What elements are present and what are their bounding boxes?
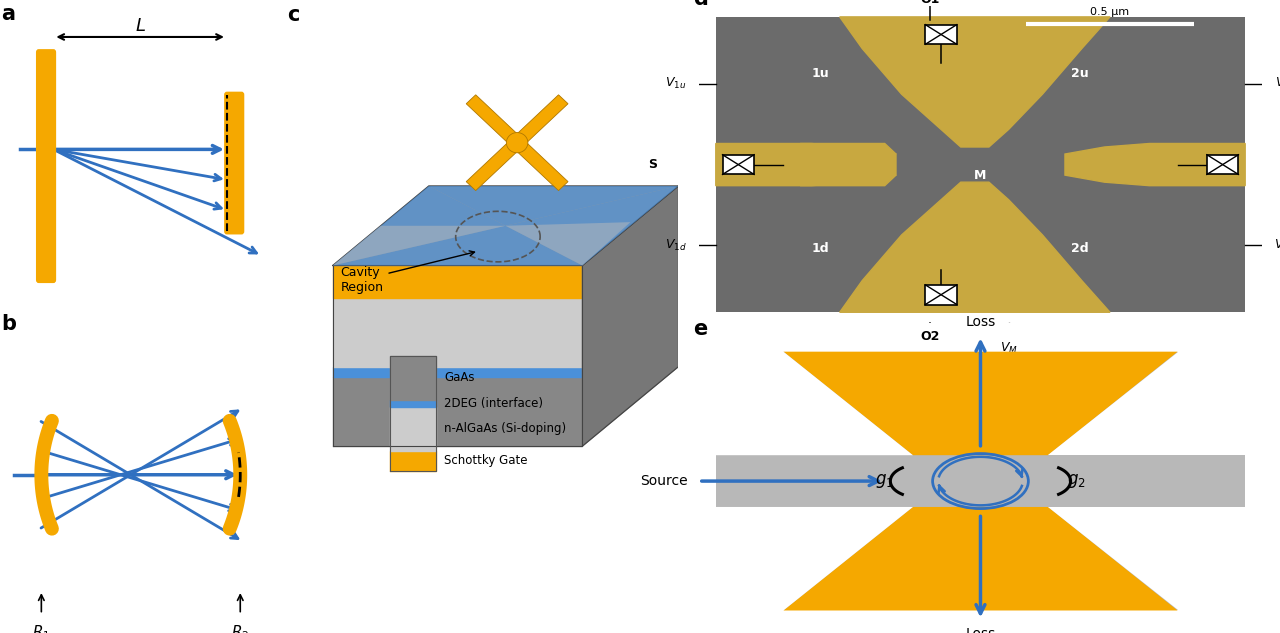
Text: c: c [287,6,300,25]
Text: $V_M$: $V_M$ [1000,341,1018,356]
Bar [722,154,754,175]
Text: $L$: $L$ [134,17,146,35]
Text: $V_{1d}$: $V_{1d}$ [666,238,687,253]
Text: $g_2$: $g_2$ [1066,472,1085,490]
Polygon shape [783,352,1178,455]
Polygon shape [333,265,582,298]
Bar [1207,154,1239,175]
Polygon shape [582,186,678,446]
Text: $R_2$: $R_2$ [232,624,250,633]
Text: $V_{2d}$: $V_{2d}$ [1274,238,1280,253]
Polygon shape [390,451,436,472]
Text: n-AlGaAs (Si-doping): n-AlGaAs (Si-doping) [444,422,566,435]
Polygon shape [840,182,1110,312]
Text: a: a [1,4,15,23]
Polygon shape [800,175,896,185]
Bar [925,285,957,304]
FancyBboxPatch shape [36,49,56,283]
Text: 2u: 2u [1070,66,1088,80]
Text: Loss: Loss [965,315,996,329]
Text: 0.5 μm: 0.5 μm [1091,7,1129,17]
Polygon shape [1048,352,1245,455]
Polygon shape [429,186,678,226]
Polygon shape [840,17,1110,147]
Polygon shape [333,186,678,265]
Polygon shape [716,144,896,185]
Polygon shape [390,356,436,399]
Text: M: M [974,168,987,182]
Polygon shape [466,138,522,191]
Text: GaAs: GaAs [444,371,475,384]
Bar [716,352,1245,610]
Text: 2d: 2d [1070,242,1088,256]
Polygon shape [506,186,678,265]
Polygon shape [512,138,568,191]
Polygon shape [333,226,582,265]
FancyBboxPatch shape [224,92,244,234]
Text: b: b [1,314,17,334]
Polygon shape [333,186,506,265]
Polygon shape [506,222,631,265]
Polygon shape [333,367,582,377]
Text: O2: O2 [920,330,940,344]
Text: Schottky Gate: Schottky Gate [444,454,527,467]
Text: O1: O1 [920,0,940,6]
Polygon shape [800,144,896,154]
Polygon shape [1065,144,1245,185]
Polygon shape [1048,507,1245,610]
Polygon shape [390,399,436,406]
Text: Cavity
Region: Cavity Region [340,251,475,294]
Polygon shape [333,377,582,446]
Polygon shape [390,406,436,451]
Polygon shape [716,352,913,455]
Polygon shape [512,95,568,147]
Polygon shape [716,507,913,610]
Text: $V_{2u}$: $V_{2u}$ [1275,76,1280,91]
Polygon shape [466,95,522,147]
Polygon shape [333,298,582,367]
Text: d: d [694,0,708,9]
Polygon shape [783,507,1178,610]
Text: Source: Source [640,474,687,488]
Circle shape [507,132,527,153]
Text: e: e [694,319,708,339]
Text: $g_1$: $g_1$ [876,472,895,490]
Text: 2DEG (interface): 2DEG (interface) [444,397,543,410]
Text: $V_{1u}$: $V_{1u}$ [666,76,686,91]
Bar [925,25,957,44]
Text: $R_1$: $R_1$ [32,624,50,633]
Polygon shape [333,226,506,265]
Text: 1u: 1u [812,66,829,80]
Text: 1d: 1d [812,242,829,256]
Text: S: S [648,158,657,171]
Text: Loss: Loss [965,627,996,633]
